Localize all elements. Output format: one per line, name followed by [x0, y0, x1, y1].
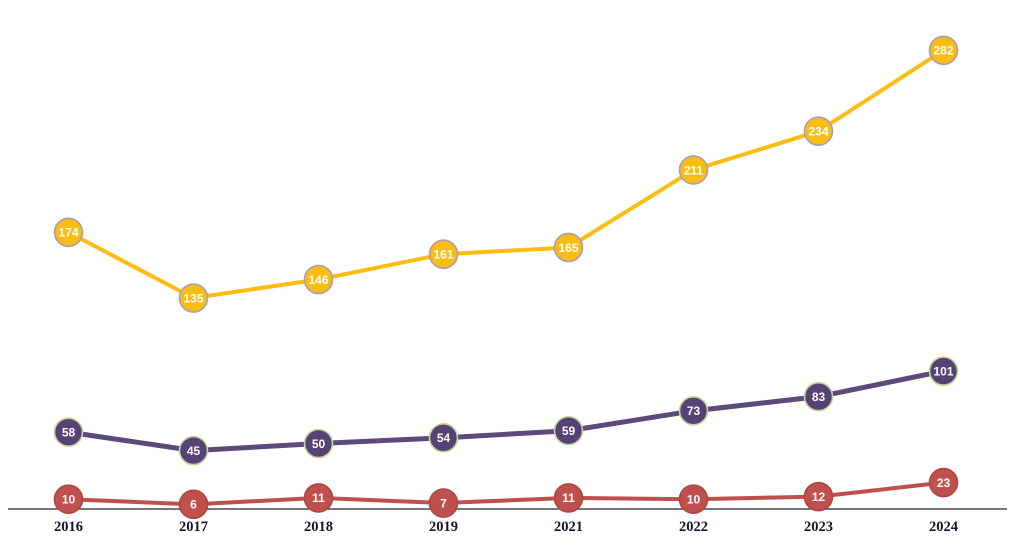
x-tick-label: 2018: [304, 519, 333, 535]
gold-series-point-marker: [803, 116, 834, 147]
gold-series-point-label: 282: [933, 44, 953, 58]
gold-series-point-label: 161: [433, 248, 453, 262]
gold-series-point-marker: [928, 35, 959, 66]
purple-series-point-marker: [553, 415, 584, 446]
gold-series-point-label: 165: [558, 241, 578, 255]
x-tick-label: 2019: [429, 519, 458, 535]
x-tick-label: 2023: [804, 519, 833, 535]
gold-series-point-label: 135: [183, 291, 203, 305]
purple-series-point-marker: [678, 396, 709, 426]
red-series-point-marker: [428, 488, 459, 518]
purple-series-point-label: 83: [812, 390, 826, 404]
red-series-point-marker: [803, 481, 834, 512]
red-series-line: [66, 480, 946, 507]
red-series-point-label: 10: [687, 493, 701, 507]
gold-series-point-marker: [303, 264, 334, 295]
x-tick-label: 2017: [179, 519, 208, 535]
purple-series-point-label: 58: [62, 425, 76, 439]
purple-series-line: [66, 368, 946, 454]
gold-series-point-marker: [53, 217, 84, 248]
red-series-point-marker: [53, 484, 84, 515]
red-series-point-marker: [303, 483, 334, 513]
red-series-point-label: 10: [62, 493, 76, 507]
gold-series-point-marker: [678, 155, 709, 185]
purple-series-point-label: 50: [312, 437, 326, 451]
gold-series-point-marker: [428, 239, 459, 270]
red-series-point-label: 11: [312, 491, 325, 505]
gold-series-point-label: 174: [58, 226, 78, 240]
purple-series-point-marker: [178, 435, 209, 466]
gold-series-point-label: 146: [308, 273, 328, 287]
red-series-point-label: 23: [937, 476, 951, 490]
red-series-point-marker: [178, 489, 209, 520]
red-series-point-label: 12: [812, 490, 826, 504]
purple-series-point-marker: [53, 417, 84, 447]
red-series-point-label: 11: [562, 491, 575, 505]
purple-series-point-label: 101: [933, 364, 953, 378]
x-tick-label: 2022: [679, 519, 708, 535]
red-series-point-marker: [553, 483, 584, 513]
purple-series-point-label: 59: [562, 424, 576, 438]
red-series-point-marker: [928, 467, 959, 498]
red-series-point-marker: [678, 484, 709, 515]
purple-series-point-label: 73: [687, 404, 701, 418]
gold-series-line: [66, 48, 946, 301]
gold-series-point-label: 211: [684, 163, 704, 177]
red-series-point-label: 6: [190, 498, 197, 512]
x-tick-label: 2024: [929, 519, 958, 535]
gold-series-point-marker: [553, 232, 584, 263]
x-tick-label: 2016: [54, 519, 83, 535]
purple-series-point-marker: [928, 356, 959, 386]
gold-series-point-marker: [178, 283, 209, 313]
purple-series-point-label: 45: [187, 444, 201, 458]
purple-series-point-marker: [803, 381, 834, 412]
purple-series-point-marker: [428, 423, 459, 453]
red-series-point-label: 7: [440, 496, 447, 510]
gold-series-point-label: 234: [808, 125, 828, 139]
purple-series-point-label: 54: [437, 431, 451, 445]
purple-series-point-marker: [303, 428, 334, 459]
x-tick-label: 2021: [554, 519, 583, 535]
